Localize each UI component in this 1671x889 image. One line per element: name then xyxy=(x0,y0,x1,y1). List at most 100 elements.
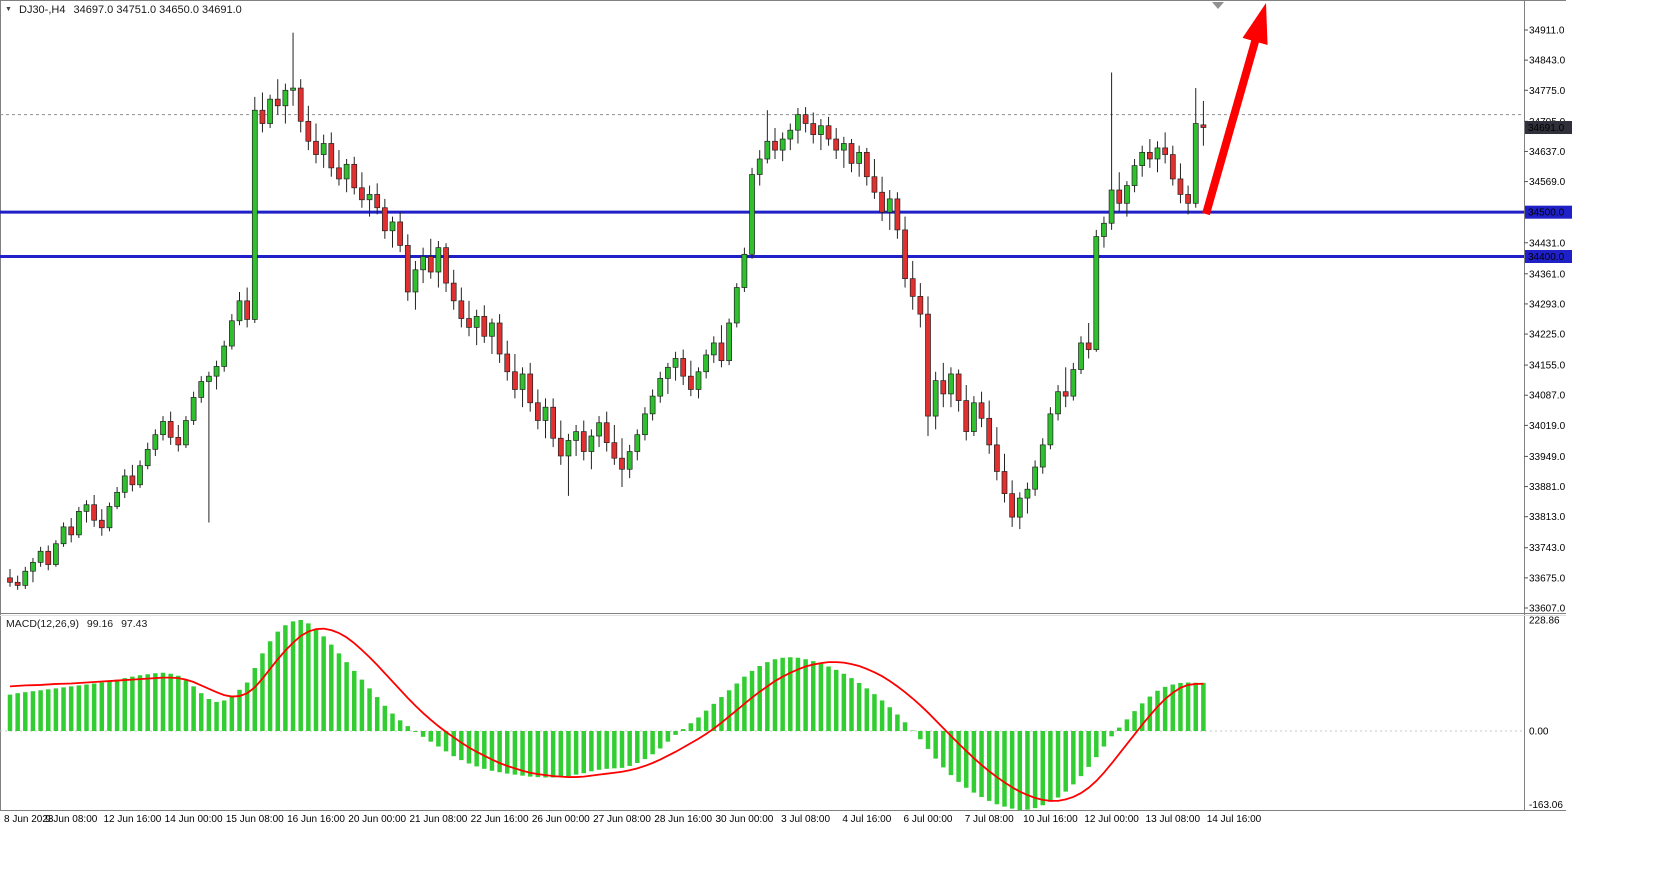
candle-bearish xyxy=(328,143,335,169)
candle-bearish xyxy=(1009,493,1016,518)
time-axis-label: 13 Jul 08:00 xyxy=(1146,814,1201,825)
candle-bullish xyxy=(1047,413,1054,446)
level-price-tag-text: 34400.0 xyxy=(1528,252,1565,263)
price-axis-label: 34637.0 xyxy=(1529,147,1566,158)
candle-bullish xyxy=(596,422,602,437)
candle-bullish xyxy=(519,373,526,390)
time-axis-label: 14 Jul 16:00 xyxy=(1207,814,1262,825)
price-axis-label: 34293.0 xyxy=(1529,299,1566,310)
candle-bearish xyxy=(512,371,518,390)
time-axis-label: 8 Jun 2023 xyxy=(4,814,54,825)
candle-bearish xyxy=(443,247,449,284)
macd-histogram xyxy=(7,620,1206,811)
macd-signal-value: 97.43 xyxy=(121,618,148,630)
candle-bearish xyxy=(978,402,985,419)
candle-bearish xyxy=(382,207,388,232)
time-axis-label: 16 Jun 16:00 xyxy=(287,814,345,825)
time-axis-label: 26 Jun 00:00 xyxy=(532,814,590,825)
candle-bearish xyxy=(274,98,281,107)
candle-bearish xyxy=(91,504,98,521)
candle-bullish xyxy=(236,300,243,322)
candle-bearish xyxy=(940,380,947,395)
candle-bearish xyxy=(297,87,304,122)
candle-bearish xyxy=(374,194,381,209)
candle-bearish xyxy=(68,526,75,536)
macd-value: 99.16 xyxy=(86,618,114,630)
candle-bearish xyxy=(993,444,1000,472)
time-axis-label: 7 Jul 08:00 xyxy=(965,814,1014,825)
candle-bullish xyxy=(420,256,426,271)
macd-signal-line xyxy=(9,627,1204,802)
candle-bearish xyxy=(871,176,878,193)
candle-bearish xyxy=(550,406,557,439)
candle-bullish xyxy=(221,345,228,367)
candle-bearish xyxy=(450,282,457,302)
candle-bullish xyxy=(1108,189,1115,224)
candle-bullish xyxy=(489,322,495,337)
candle-bearish xyxy=(894,198,901,231)
candle-bullish xyxy=(190,397,197,421)
candle-bullish xyxy=(320,143,327,155)
price-axis-label: 33813.0 xyxy=(1529,512,1566,523)
candle-bullish xyxy=(282,89,289,107)
candle-bullish xyxy=(144,448,151,467)
candle-bearish xyxy=(1200,124,1207,128)
candle-bullish xyxy=(657,378,664,397)
chart-shift-marker-icon[interactable] xyxy=(1212,2,1224,9)
candle-bullish xyxy=(183,420,189,446)
price-axis-label: 34019.0 xyxy=(1529,421,1566,432)
candle-bearish xyxy=(557,437,564,457)
trend-arrow[interactable] xyxy=(1202,3,1268,216)
chart-dropdown-icon[interactable]: ▼ xyxy=(5,6,12,13)
candle-bearish xyxy=(98,519,105,529)
time-axis-label: 30 Jun 00:00 xyxy=(715,814,773,825)
candle-bullish xyxy=(642,413,648,436)
candle-bearish xyxy=(909,278,916,297)
candle-bearish xyxy=(427,256,434,273)
candle-bearish xyxy=(810,123,817,135)
candle-bearish xyxy=(1177,178,1184,195)
candle-bullish xyxy=(366,194,373,201)
candle-bullish xyxy=(886,198,893,213)
candle-bullish xyxy=(267,98,273,124)
time-axis-label: 12 Jul 00:00 xyxy=(1084,814,1139,825)
candle-bearish xyxy=(313,140,319,155)
candle-bullish xyxy=(1124,185,1130,204)
candle-bullish xyxy=(741,253,748,288)
candle-bearish xyxy=(1169,154,1176,180)
candle-bearish xyxy=(902,229,908,280)
candle-bearish xyxy=(603,422,610,444)
candle-bullish xyxy=(665,366,671,379)
candle-bullish xyxy=(779,138,786,151)
candle-bearish xyxy=(129,475,136,486)
candle-bearish xyxy=(45,550,52,565)
candle-bullish xyxy=(764,140,771,160)
level-price-tag: 34400.0 xyxy=(1525,250,1572,264)
time-axis-label: 9 Jun 08:00 xyxy=(45,814,98,825)
candle-bearish xyxy=(802,114,809,124)
price-axis-label: 34775.0 xyxy=(1529,86,1566,97)
candle-bullish xyxy=(22,570,29,586)
candle-bullish xyxy=(1101,222,1107,237)
candle-bullish xyxy=(695,371,702,390)
macd-axis-label: -163.06 xyxy=(1529,800,1563,811)
candle-bullish xyxy=(60,526,67,545)
price-axis-label: 34225.0 xyxy=(1529,330,1566,341)
candle-bullish xyxy=(389,221,396,232)
candle-bearish xyxy=(336,167,342,180)
candle-bullish xyxy=(53,543,59,565)
candle-bullish xyxy=(213,366,220,377)
candle-bearish xyxy=(963,400,970,432)
candle-bearish xyxy=(848,143,855,164)
current-price-tag: 34691.0 xyxy=(1525,121,1572,135)
candle-bullish xyxy=(948,373,954,395)
candle-bearish xyxy=(1116,189,1123,204)
candle-bearish xyxy=(772,140,778,151)
candle-bearish xyxy=(404,245,411,293)
price-axis-label: 33675.0 xyxy=(1529,573,1566,584)
candle-bullish xyxy=(1139,151,1146,166)
price-axis[interactable]: 34911.034843.034775.034705.034637.034569… xyxy=(1524,26,1566,615)
